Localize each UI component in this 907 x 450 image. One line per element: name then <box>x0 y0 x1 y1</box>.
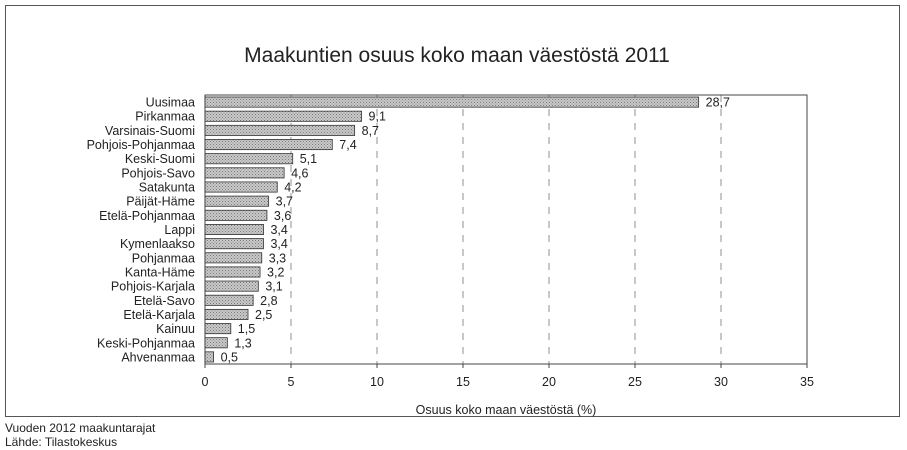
bar <box>204 323 232 335</box>
category-label: Etelä-Karjala <box>123 308 195 322</box>
bar <box>204 337 228 349</box>
chart-title: Maakuntien osuus koko maan väestöstä 201… <box>244 44 670 67</box>
bar <box>204 280 259 292</box>
bar <box>204 139 333 151</box>
x-tick-label: 0 <box>202 375 209 389</box>
category-label: Päijät-Häme <box>126 195 195 209</box>
value-label: 3,3 <box>269 251 286 265</box>
chart-frame <box>5 5 900 417</box>
x-tick-label: 5 <box>288 375 295 389</box>
footer-note-source: Lähde: Tilastokeskus <box>5 435 118 449</box>
gridlines <box>290 95 722 364</box>
category-label: Kanta-Häme <box>125 265 195 279</box>
value-label: 3,4 <box>270 237 287 251</box>
bar <box>204 153 294 165</box>
bar <box>204 252 263 264</box>
category-label: Keski-Pohjanmaa <box>97 336 195 350</box>
category-label: Lappi <box>164 223 195 237</box>
value-label: 5,1 <box>300 152 317 166</box>
value-label: 3,2 <box>267 265 284 279</box>
bars: Uusimaa 28,7 Pirkanmaa 9,1 Varsinais-Suomi 8,… <box>87 96 730 365</box>
value-label: 9,1 <box>369 110 386 124</box>
value-label: 2,8 <box>260 294 277 308</box>
bar <box>204 110 362 122</box>
bar <box>204 224 264 235</box>
value-label: 4,6 <box>291 166 308 180</box>
value-label: 3,4 <box>270 223 287 237</box>
x-axis: 0 5 10 15 20 25 30 35 <box>202 364 814 389</box>
value-label: 7,4 <box>339 138 356 152</box>
x-tick-label: 35 <box>800 375 814 389</box>
category-label: Kymenlaakso <box>120 237 195 251</box>
bar <box>204 209 268 221</box>
value-label: 1,5 <box>238 322 255 336</box>
category-label: Etelä-Savo <box>134 294 195 308</box>
bar <box>204 266 261 278</box>
category-label: Kainuu <box>156 322 195 336</box>
bar-chart: Maakuntien osuus koko maan väestöstä 201… <box>87 44 814 417</box>
category-label: Pohjois-Pohjanmaa <box>87 138 195 152</box>
bar <box>204 308 249 320</box>
category-label: Ahvenanmaa <box>121 350 195 364</box>
bar <box>204 124 356 136</box>
category-label: Keski-Suomi <box>125 152 195 166</box>
category-label: Etelä-Pohjanmaa <box>99 209 195 223</box>
x-tick-label: 25 <box>628 375 642 389</box>
category-label: Uusimaa <box>146 96 195 110</box>
category-label: Pohjois-Karjala <box>111 280 195 294</box>
bar <box>204 195 270 207</box>
bar <box>204 238 264 250</box>
value-label: 4,2 <box>284 181 301 195</box>
x-tick-label: 10 <box>370 375 384 389</box>
category-label: Pohjois-Savo <box>121 166 195 180</box>
category-label: Pirkanmaa <box>135 110 195 124</box>
category-label: Pohjanmaa <box>132 251 195 265</box>
bar <box>204 351 214 363</box>
value-label: 3,6 <box>274 209 291 223</box>
value-label: 3,1 <box>265 280 282 294</box>
category-label: Satakunta <box>139 181 195 195</box>
value-label: 1,3 <box>234 336 251 350</box>
value-label: 2,5 <box>255 308 272 322</box>
value-label: 28,7 <box>706 96 730 110</box>
x-axis-label: Osuus koko maan väestöstä (%) <box>416 403 597 417</box>
x-tick-label: 20 <box>542 375 556 389</box>
footer-note-borders: Vuoden 2012 maakuntarajat <box>5 421 156 435</box>
bar <box>204 167 285 179</box>
value-label: 0,5 <box>221 350 238 364</box>
value-label: 3,7 <box>276 195 293 209</box>
bar <box>204 181 278 193</box>
category-label: Varsinais-Suomi <box>105 124 195 138</box>
value-label: 8,7 <box>362 124 379 138</box>
x-tick-label: 30 <box>714 375 728 389</box>
bar <box>204 96 700 108</box>
bar <box>204 294 254 306</box>
x-tick-label: 15 <box>456 375 470 389</box>
